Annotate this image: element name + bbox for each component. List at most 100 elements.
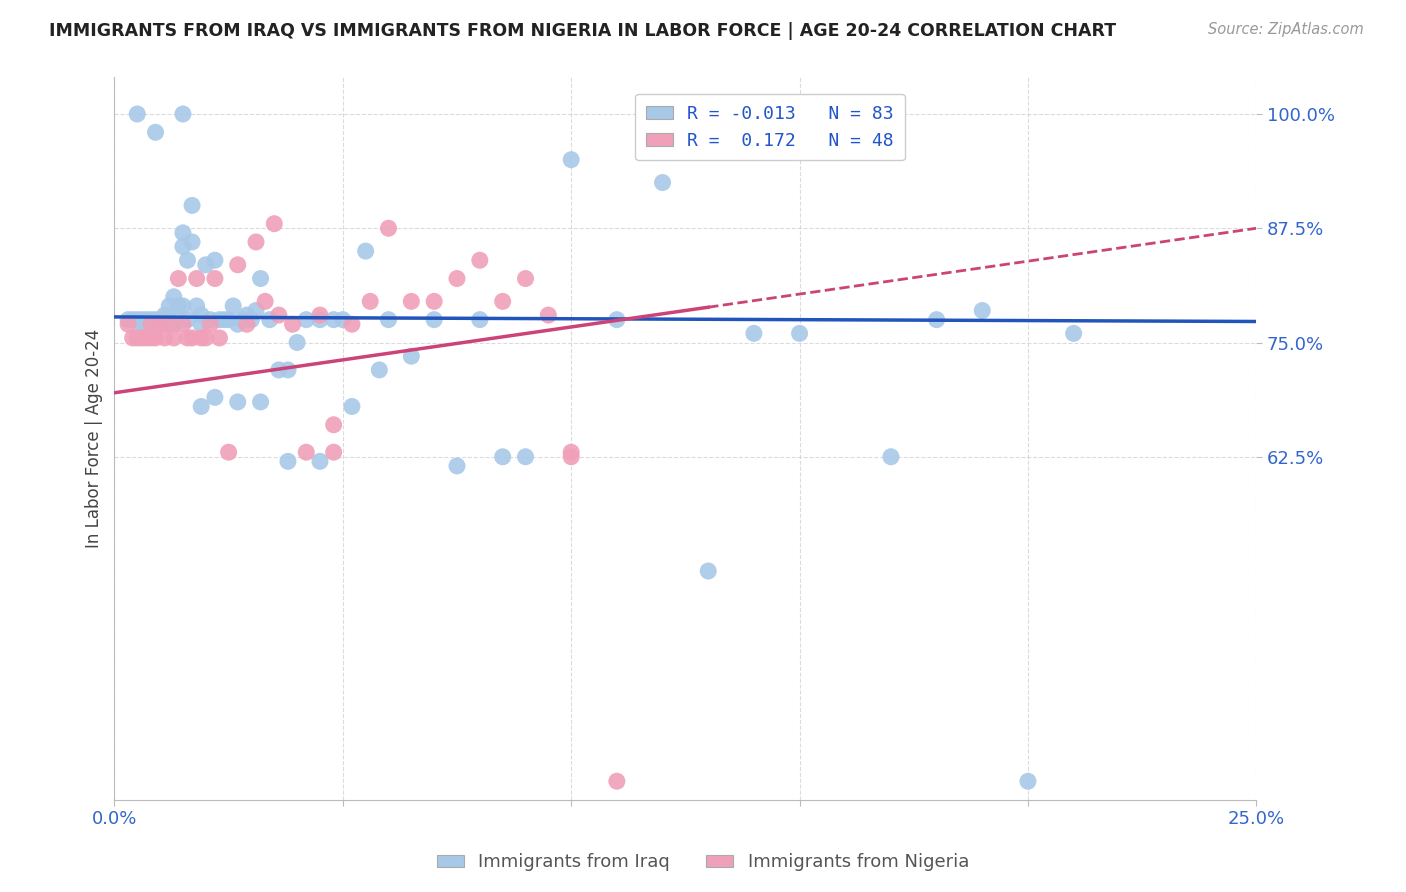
Text: IMMIGRANTS FROM IRAQ VS IMMIGRANTS FROM NIGERIA IN LABOR FORCE | AGE 20-24 CORRE: IMMIGRANTS FROM IRAQ VS IMMIGRANTS FROM … <box>49 22 1116 40</box>
Point <box>163 331 186 345</box>
Point <box>135 312 157 326</box>
Point <box>285 335 308 350</box>
Point <box>377 221 399 235</box>
Point <box>153 308 176 322</box>
Point <box>354 244 377 259</box>
Point <box>236 317 259 331</box>
Point <box>245 303 267 318</box>
Point <box>537 308 560 322</box>
Point <box>131 317 153 331</box>
Point <box>204 390 226 404</box>
Point <box>492 450 515 464</box>
Point <box>181 198 204 212</box>
Point <box>560 153 582 167</box>
Point <box>190 331 212 345</box>
Point <box>697 564 720 578</box>
Point <box>259 312 281 326</box>
Point <box>121 331 143 345</box>
Point <box>277 363 299 377</box>
Point <box>340 400 363 414</box>
Point <box>340 317 363 331</box>
Point <box>277 454 299 468</box>
Point <box>194 331 217 345</box>
Point <box>742 326 765 341</box>
Point <box>186 299 208 313</box>
Point <box>139 331 162 345</box>
Point <box>167 271 190 285</box>
Point <box>131 331 153 345</box>
Point <box>139 312 162 326</box>
Point <box>332 312 354 326</box>
Point <box>163 290 186 304</box>
Point <box>176 312 198 326</box>
Point <box>149 317 172 331</box>
Point <box>181 235 204 249</box>
Point <box>167 312 190 326</box>
Point <box>186 271 208 285</box>
Point <box>245 235 267 249</box>
Point <box>236 308 259 322</box>
Point <box>309 312 332 326</box>
Point <box>135 322 157 336</box>
Point <box>172 107 194 121</box>
Point <box>401 294 423 309</box>
Point <box>139 317 162 331</box>
Point <box>226 395 249 409</box>
Point <box>139 317 162 331</box>
Point <box>181 331 204 345</box>
Point <box>172 239 194 253</box>
Point <box>222 299 245 313</box>
Point <box>446 458 468 473</box>
Point <box>1017 774 1039 789</box>
Point <box>368 363 391 377</box>
Point <box>208 331 231 345</box>
Point <box>127 312 149 326</box>
Point <box>249 395 271 409</box>
Point <box>204 253 226 268</box>
Point <box>606 312 628 326</box>
Legend: Immigrants from Iraq, Immigrants from Nigeria: Immigrants from Iraq, Immigrants from Ni… <box>430 847 976 879</box>
Point <box>226 317 249 331</box>
Point <box>190 400 212 414</box>
Point <box>651 107 673 121</box>
Text: Source: ZipAtlas.com: Source: ZipAtlas.com <box>1208 22 1364 37</box>
Point <box>267 308 290 322</box>
Point <box>446 271 468 285</box>
Point <box>131 312 153 326</box>
Point <box>254 294 277 309</box>
Point <box>972 303 994 318</box>
Y-axis label: In Labor Force | Age 20-24: In Labor Force | Age 20-24 <box>86 329 103 548</box>
Point <box>172 317 194 331</box>
Point <box>194 258 217 272</box>
Point <box>322 417 344 432</box>
Point <box>359 294 381 309</box>
Point <box>157 317 180 331</box>
Point <box>492 294 515 309</box>
Point <box>149 317 172 331</box>
Point <box>322 312 344 326</box>
Point <box>880 450 903 464</box>
Point <box>176 331 198 345</box>
Point <box>606 774 628 789</box>
Point <box>1063 326 1085 341</box>
Point <box>789 326 811 341</box>
Point <box>167 299 190 313</box>
Point <box>218 312 240 326</box>
Point <box>157 299 180 313</box>
Point <box>145 125 167 139</box>
Point <box>145 331 167 345</box>
Point <box>135 317 157 331</box>
Point <box>117 317 139 331</box>
Point <box>149 312 172 326</box>
Point <box>468 253 491 268</box>
Point <box>190 317 212 331</box>
Point <box>515 271 537 285</box>
Point <box>172 299 194 313</box>
Point <box>153 331 176 345</box>
Point <box>145 312 167 326</box>
Point <box>263 217 285 231</box>
Point <box>309 454 332 468</box>
Point <box>117 312 139 326</box>
Point <box>377 312 399 326</box>
Point <box>240 312 263 326</box>
